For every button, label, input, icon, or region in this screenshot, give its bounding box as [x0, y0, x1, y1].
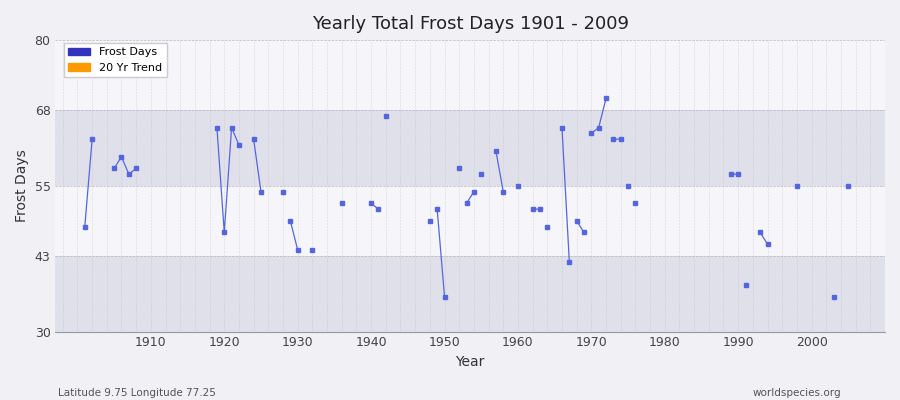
Bar: [56, 40, 885, 110]
X-axis label: Year: Year: [455, 355, 485, 369]
Text: worldspecies.org: worldspecies.org: [753, 388, 842, 398]
Y-axis label: Frost Days: Frost Days: [15, 150, 29, 222]
Text: Latitude 9.75 Longitude 77.25: Latitude 9.75 Longitude 77.25: [58, 388, 216, 398]
Bar: [56, 256, 885, 332]
Bar: [56, 110, 885, 186]
Title: Yearly Total Frost Days 1901 - 2009: Yearly Total Frost Days 1901 - 2009: [311, 15, 629, 33]
Bar: [56, 186, 885, 256]
Legend: Frost Days, 20 Yr Trend: Frost Days, 20 Yr Trend: [64, 43, 166, 78]
